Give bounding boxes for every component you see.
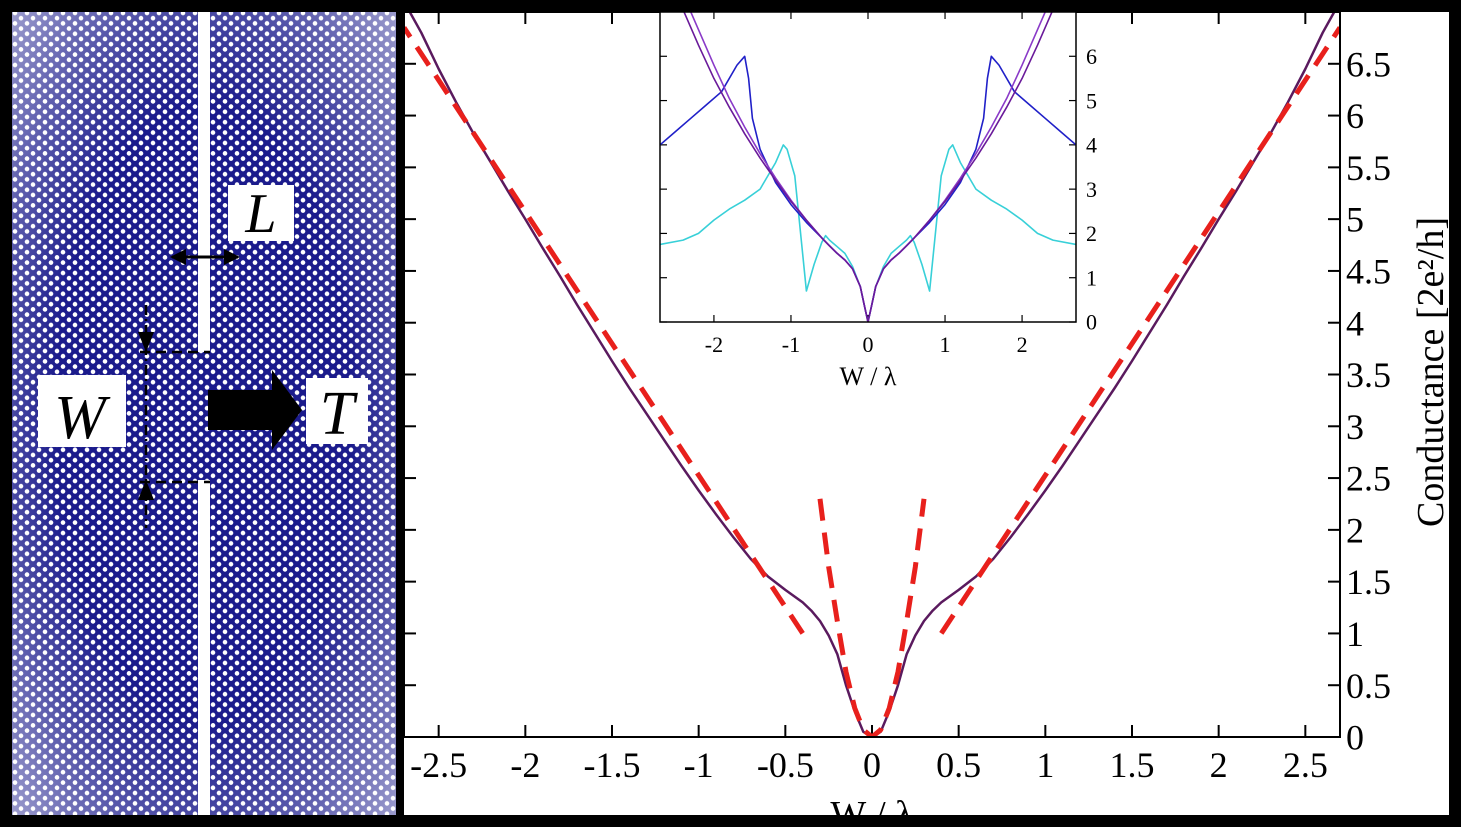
y-tick-label: 5 — [1346, 200, 1364, 240]
y-tick-label: 5 — [1086, 88, 1097, 113]
inset-plot-frame — [659, 11, 1077, 323]
panel-separator — [396, 0, 404, 827]
series-large-w-fit — [404, 26, 805, 635]
inset-x-tick-labels: -2 -1 0 1 2 — [705, 332, 1028, 357]
x-tick-label: 2 — [1017, 332, 1028, 357]
main-plot: -2.5 -2 -1.5 -1 -0.5 0 0.5 1 1.5 2 2.5 0 0.5 1 1.5 2 2.… — [403, 11, 1452, 827]
main-y-tick-labels: 0 0.5 1 1.5 2 2.5 3 3.5 4 4.5 5 5.5 6 6.5 — [1346, 44, 1391, 757]
y-tick-label: 5.5 — [1346, 148, 1391, 188]
width-label: W — [54, 384, 111, 452]
inset-plot: -2 -1 0 1 2 0 1 2 3 4 5 6 W / λ — [659, 11, 1097, 391]
y-tick-label: 4 — [1086, 133, 1097, 158]
x-tick-label: 1.5 — [1110, 745, 1155, 785]
y-tick-label: 3 — [1086, 177, 1097, 202]
x-tick-label: -2 — [510, 745, 540, 785]
length-label-box: L — [228, 183, 294, 245]
x-tick-label: -0.5 — [757, 745, 814, 785]
x-tick-label: -2 — [705, 332, 723, 357]
x-tick-label: 1 — [1036, 745, 1054, 785]
y-tick-label: 2 — [1346, 510, 1364, 550]
y-tick-label: 6.5 — [1346, 44, 1391, 84]
x-tick-label: 1 — [940, 332, 951, 357]
series-blue — [660, 55, 1076, 322]
series-conductance — [408, 12, 1336, 737]
main-x-tick-labels: -2.5 -2 -1.5 -1 -0.5 0 0.5 1 1.5 2 2.5 — [410, 745, 1328, 785]
series-small-w-fit — [817, 498, 927, 737]
inset-x-axis-label: W / λ — [840, 362, 897, 391]
transmission-arrow — [208, 370, 302, 450]
y-tick-label: 2.5 — [1346, 459, 1391, 499]
series-violet — [689, 12, 1047, 322]
slit-upper — [198, 12, 210, 352]
series-cyan — [660, 144, 1076, 322]
x-tick-label: 0 — [863, 745, 881, 785]
x-tick-label: 2 — [1210, 745, 1228, 785]
x-tick-label: 2.5 — [1283, 745, 1328, 785]
y-tick-label: 0.5 — [1346, 666, 1391, 706]
y-tick-label: 4.5 — [1346, 252, 1391, 292]
x-tick-label: 0.5 — [936, 745, 981, 785]
slit-diagram: L W T — [12, 12, 396, 815]
transmission-label: T — [320, 380, 359, 448]
x-tick-label: -2.5 — [410, 745, 467, 785]
x-tick-label: -1 — [782, 332, 800, 357]
series-large-w-fit — [939, 26, 1340, 635]
y-tick-label: 6 — [1346, 96, 1364, 136]
width-label-box: W — [38, 375, 126, 452]
inset-y-tick-labels: 0 1 2 3 4 5 6 — [1086, 44, 1097, 335]
y-tick-label: 2 — [1086, 221, 1097, 246]
width-dimension — [138, 305, 210, 528]
y-tick-label: 1 — [1086, 265, 1097, 290]
y-tick-label: 1 — [1346, 614, 1364, 654]
slit-lower — [198, 480, 210, 815]
y-tick-label: 4 — [1346, 303, 1364, 343]
y-tick-label: 1.5 — [1346, 562, 1391, 602]
inset-plot-background — [660, 12, 1076, 322]
y-tick-label: 3.5 — [1346, 355, 1391, 395]
series-purple — [683, 12, 1053, 322]
main-y-axis-label: Conductance [2e²/h] — [1410, 217, 1452, 527]
x-tick-label: -1.5 — [584, 745, 641, 785]
transmission-label-box: T — [306, 378, 368, 448]
main-series — [404, 12, 1340, 737]
inset-series — [660, 12, 1076, 322]
length-label: L — [244, 183, 276, 245]
y-tick-label: 0 — [1086, 310, 1097, 335]
y-tick-label: 0 — [1346, 718, 1364, 758]
y-tick-label: 3 — [1346, 407, 1364, 447]
y-tick-label: 6 — [1086, 44, 1097, 69]
x-tick-label: 0 — [863, 332, 874, 357]
x-tick-label: -1 — [684, 745, 714, 785]
length-dimension — [170, 249, 240, 265]
